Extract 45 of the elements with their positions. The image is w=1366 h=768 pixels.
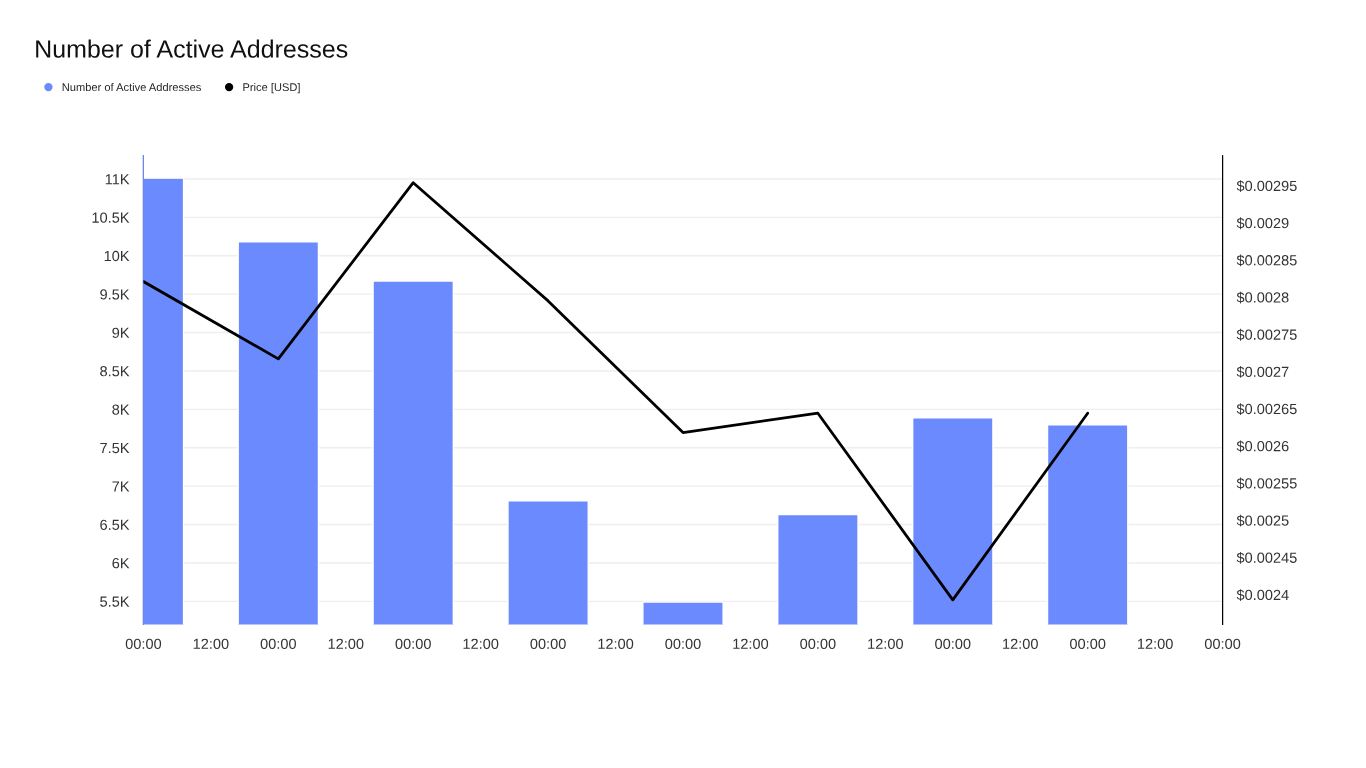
y-tick-label: 5.5K	[100, 596, 130, 607]
y2-tick-label: $0.00295	[1236, 180, 1297, 192]
y2-tick-label: $0.0029	[1236, 217, 1289, 230]
y2-tick-label: $0.00275	[1236, 328, 1297, 341]
legend-label: Number of Active Addresses	[62, 82, 201, 92]
x-tick-label: 12:00	[193, 638, 229, 649]
y-tick-label: 7.5K	[100, 443, 130, 454]
y-tick-label: 8.5K	[100, 366, 130, 377]
x-tick-label: 12:00	[868, 638, 904, 649]
y-tick-label: 10K	[104, 250, 130, 262]
x-tick-label: 00:00	[1070, 638, 1106, 649]
y2-tick-label: $0.00265	[1236, 403, 1297, 416]
x-tick-label: 12:00	[328, 638, 364, 649]
x-tick-label: 00:00	[260, 638, 296, 649]
y-tick-label: 6.5K	[100, 519, 130, 530]
legend-label: Price [USD]	[243, 82, 300, 94]
y2-tick-label: $0.00285	[1236, 254, 1297, 267]
x-tick-label: 12:00	[463, 638, 499, 649]
chart-title: Number of Active Addresses	[36, 39, 348, 58]
x-tick-label: 00:00	[395, 638, 431, 649]
x-tick-label: 12:00	[1137, 638, 1173, 649]
y-tick-label: 11K	[105, 174, 130, 185]
x-tick-label: 00:00	[530, 638, 566, 649]
y-tick-label: 9.5K	[100, 289, 130, 300]
x-tick-label: 00:00	[1204, 638, 1241, 649]
y-tick-label: 10.5K	[92, 212, 130, 223]
y2-tick-label: $0.0028	[1236, 291, 1289, 304]
x-tick-label: 00:00	[935, 638, 971, 649]
y-tick-label: 7K	[112, 481, 130, 492]
x-tick-label: 00:00	[800, 638, 836, 649]
y2-tick-label: $0.00245	[1236, 551, 1297, 564]
x-tick-label: 00:00	[125, 638, 162, 649]
x-tick-label: 12:00	[1003, 638, 1038, 649]
y2-tick-label: $0.0025	[1236, 514, 1289, 527]
y-tick-label: 9K	[112, 327, 130, 338]
x-tick-label: 12:00	[598, 638, 634, 649]
y2-tick-label: $0.0024	[1236, 589, 1289, 601]
y-tick-label: 8K	[112, 404, 130, 415]
y-tick-label: 6K	[112, 558, 130, 569]
y2-tick-label: $0.0026	[1236, 440, 1289, 453]
x-tick-label: 00:00	[665, 638, 701, 649]
y2-tick-label: $0.0027	[1236, 366, 1289, 378]
line-series	[143, 181, 1090, 602]
x-tick-label: 12:00	[733, 638, 769, 649]
y2-tick-label: $0.00255	[1236, 477, 1297, 490]
